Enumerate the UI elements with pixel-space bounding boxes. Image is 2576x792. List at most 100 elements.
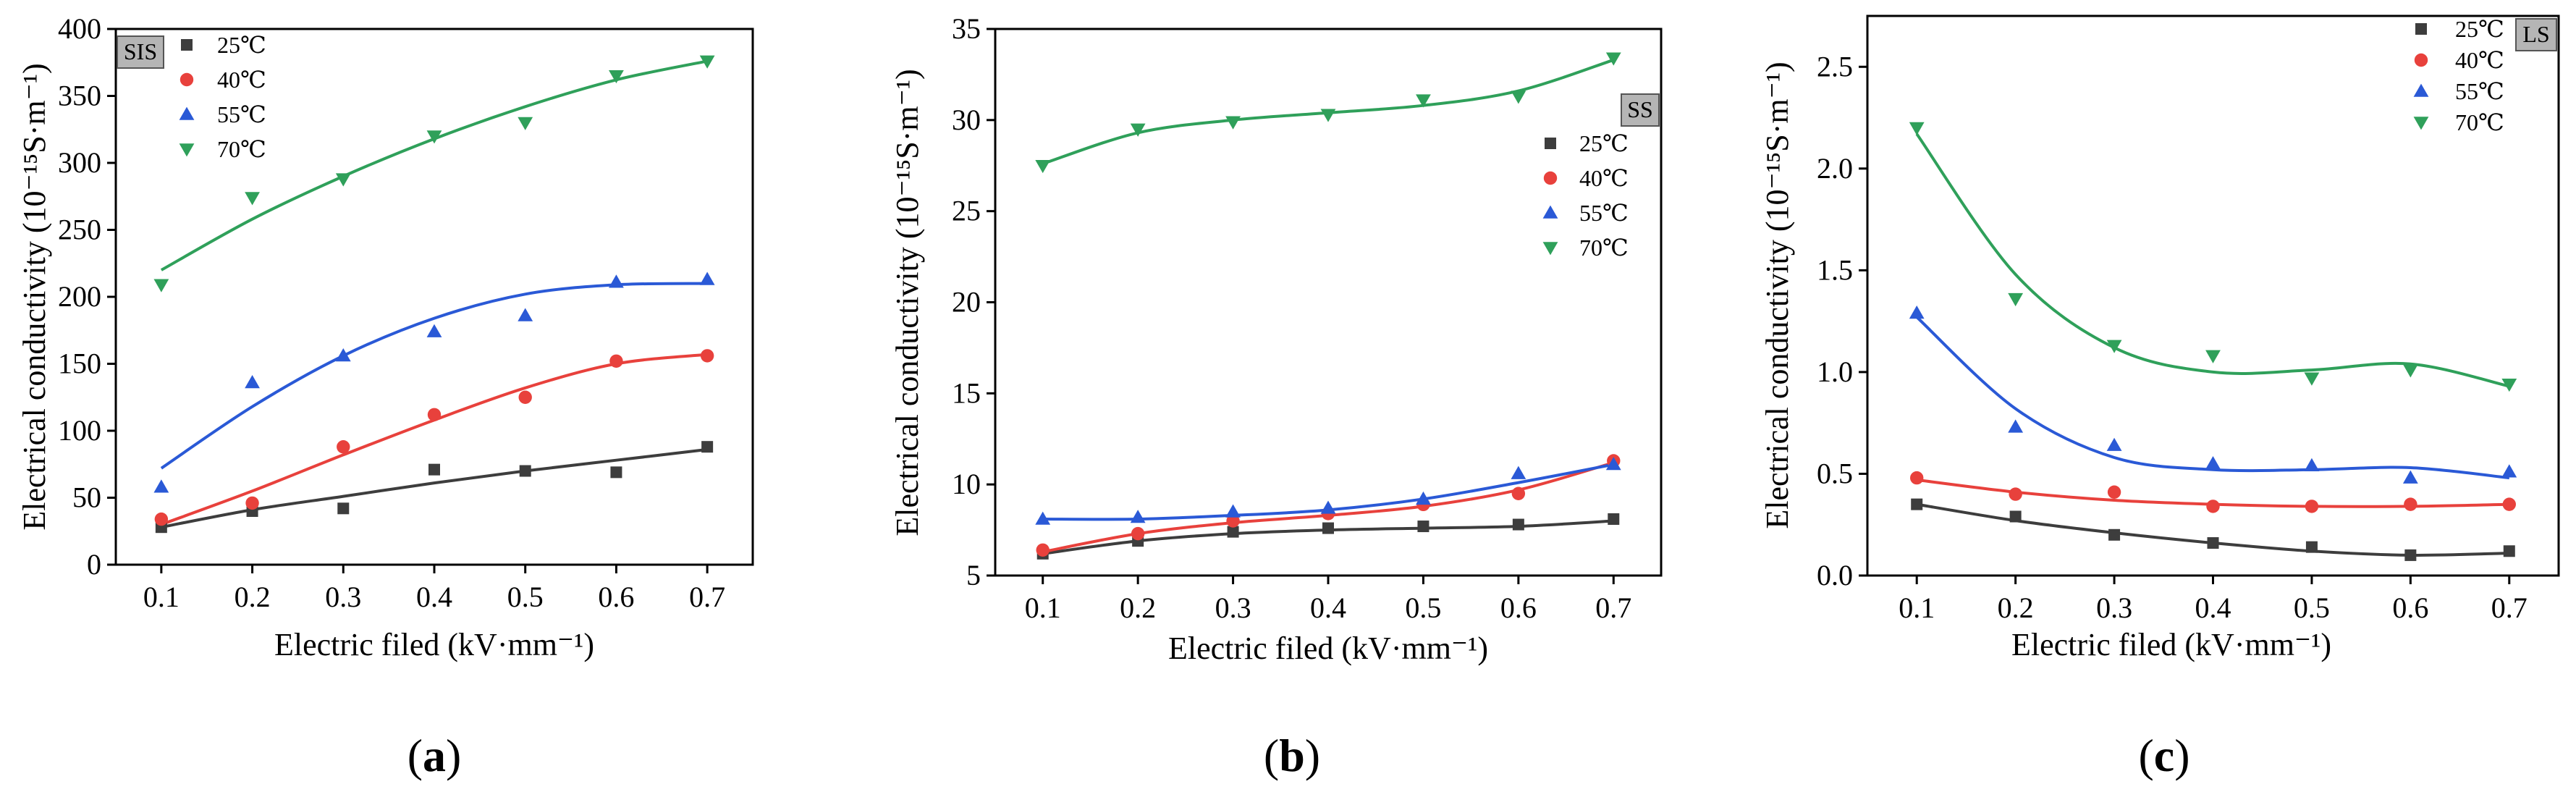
caption-close: ) [1305,730,1320,781]
panel-caption: (a) [407,730,462,781]
circle-marker [518,390,532,404]
y-tick-label: 25 [952,195,981,227]
x-tick-label: 0.1 [1025,591,1061,624]
circle-marker [1226,514,1240,528]
circle-marker [180,72,194,87]
y-tick-label: 15 [952,376,981,409]
circle-marker [2502,497,2516,511]
data-points [1909,122,2517,561]
legend-entry: 55℃ [2413,78,2504,104]
panel-tag-box [2515,18,2557,51]
triangle-up-marker [2008,419,2024,433]
triangle-up-marker [1909,305,1925,319]
circle-marker [337,440,350,454]
x-tick-label: 0.2 [1998,591,2034,624]
triangle-up-marker [2402,470,2418,484]
legend-label: 40℃ [2455,47,2504,73]
x-tick-label: 0.4 [416,581,452,613]
square-marker [1911,498,1923,510]
triangle-down-marker [426,130,442,144]
triangle-down-marker [1225,116,1241,130]
y-ticks: 5 10 15 20 25 30 35 [952,12,995,591]
y-ticks: 0 50 100 150 200 250 300 350 400 [58,12,116,581]
legend-entry: 70℃ [1542,235,1629,261]
caption-open: ( [407,730,423,781]
triangle-up-marker [179,106,195,120]
circle-marker [2404,497,2417,511]
x-tick-label: 0.2 [235,581,271,613]
triangle-down-marker [1605,52,1621,66]
x-tick-label: 0.6 [598,581,634,613]
legend-label: 25℃ [2455,16,2504,42]
legend-marker [181,39,193,51]
triangle-up-marker [153,479,169,493]
y-tick-label: 400 [58,12,101,45]
y-axis-title: Electrical conductivity (10⁻¹⁵S·m⁻¹) [17,63,52,530]
triangle-down-marker [2205,350,2221,363]
triangle-down-marker [1909,122,1925,135]
x-axis-title: Electric filed (kV·mm⁻¹) [2011,627,2331,662]
square-marker [519,465,531,477]
triangle-up-marker [1035,511,1051,525]
panel-b: 0.1 0.2 0.3 0.4 0.5 0.6 0.7 5 10 15 20 25 30 35 SS 2… [890,12,1663,781]
x-tick-label: 0.5 [1405,591,1441,624]
square-marker [1608,513,1620,525]
square-marker [181,39,193,51]
triangle-up-marker [609,274,624,288]
legend-marker [2415,23,2427,35]
y-tick-label: 2.0 [1817,152,1853,185]
x-tick-label: 0.2 [1120,591,1156,624]
panel-c: 0.1 0.2 0.3 0.4 0.5 0.6 0.7 0.0 0.5 1.0 1.5 2.0 2.5… [1760,14,2560,781]
y-tick-label: 1.0 [1817,355,1853,388]
circle-marker [700,349,714,363]
legend-entry: 25℃ [1545,130,1629,156]
y-axis-title: Electrical conductivity (10⁻¹⁵S·m⁻¹) [1760,62,1795,528]
triangle-down-marker [1320,109,1336,122]
y-tick-label: 5 [966,559,981,591]
triangle-up-marker [2205,456,2221,470]
y-tick-label: 200 [58,280,101,313]
circle-marker [1131,526,1145,541]
legend-label: 70℃ [1579,235,1629,261]
triangle-down-marker [1130,123,1146,137]
triangle-up-marker [1225,504,1241,518]
triangle-down-marker [1416,94,1431,108]
panel-tag: LS [2522,21,2549,47]
triangle-down-marker [179,143,195,157]
circle-marker [2414,53,2428,67]
triangle-down-marker [1035,159,1051,174]
y-tick-label: 150 [58,347,101,380]
legend-entry: 40℃ [1543,165,1629,191]
legend-label: 55℃ [1579,200,1629,226]
triangle-down-marker [153,279,169,292]
square-marker [428,463,440,476]
x-tick-label: 0.7 [1595,591,1631,624]
y-tick-label: 1.5 [1817,253,1853,286]
caption-letter: a [423,730,446,781]
square-marker [1417,521,1430,533]
x-tick-label: 0.4 [1310,591,1346,624]
triangle-down-marker [2106,340,2122,353]
x-ticks: 0.1 0.2 0.3 0.4 0.5 0.6 0.7 [1899,576,2528,624]
circle-marker [154,512,169,526]
x-tick-label: 0.3 [1215,591,1251,624]
y-tick-label: 35 [952,12,981,45]
circle-marker [2305,500,2319,513]
circle-marker [427,408,442,421]
x-tick-label: 0.5 [507,581,544,613]
triangle-down-marker [699,55,715,69]
triangle-up-marker [1130,510,1146,523]
x-tick-label: 0.6 [2392,591,2428,624]
data-points [1035,52,1621,560]
fit-curve [1915,316,2510,480]
y-tick-label: 30 [952,104,981,136]
y-axis-title: Electrical conductivity (10⁻¹⁵S·m⁻¹) [890,69,925,536]
caption-letter: c [2154,730,2174,781]
triangle-up-marker [1605,457,1621,471]
panel-caption: (c) [2138,730,2189,781]
caption-close: ) [2174,730,2189,781]
legend-entry: 40℃ [2414,47,2504,73]
fit-curve [161,447,708,529]
data-points [153,55,715,534]
